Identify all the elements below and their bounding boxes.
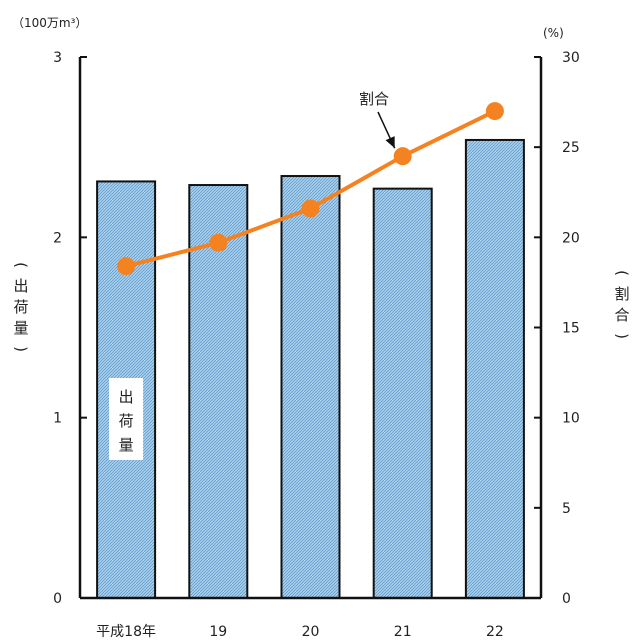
bar-2	[280, 175, 341, 600]
ratio-point-0	[117, 257, 136, 276]
line-label: 割合	[359, 90, 389, 108]
right-axis-label-char: (	[613, 270, 631, 276]
bar-3	[372, 187, 433, 599]
bar-label-char: 出	[119, 388, 134, 406]
right-axis-label-char: 割	[614, 285, 629, 303]
right-tick-label: 5	[562, 501, 571, 517]
x-tick-label: 20	[302, 624, 320, 640]
left-axis-label-char: 量	[13, 319, 28, 337]
ratio-point-4	[485, 102, 504, 121]
left-tick-label: 2	[53, 230, 62, 246]
arrow-head	[385, 136, 395, 149]
left-axis-label-char: 荷	[13, 298, 28, 316]
left-axis-unit: （100万m³）	[12, 16, 87, 30]
right-tick-label: 0	[562, 591, 571, 607]
right-axis-label-char: 合	[614, 306, 629, 324]
bar-4	[464, 138, 525, 599]
right-tick-label: 25	[562, 140, 580, 156]
bar-label-char: 量	[119, 436, 134, 454]
x-tick-label: 22	[486, 624, 504, 640]
bar-label-char: 荷	[119, 412, 134, 430]
right-tick-label: 10	[562, 411, 580, 427]
left-tick-label: 0	[53, 591, 62, 607]
x-tick-label: 平成18年	[96, 624, 156, 640]
right-tick-label: 15	[562, 321, 580, 337]
left-tick-label: 1	[53, 411, 62, 427]
left-axis-label-char: 出	[13, 277, 28, 295]
right-tick-label: 30	[562, 50, 580, 66]
bar-label-box	[109, 378, 144, 460]
right-tick-label: 20	[562, 230, 580, 246]
right-axis-label-char: )	[613, 333, 631, 339]
left-tick-label: 3	[53, 50, 62, 66]
left-axis-label-char: (	[12, 262, 30, 268]
ratio-point-1	[209, 233, 228, 252]
x-tick-label: 21	[394, 624, 412, 640]
x-tick-label: 19	[209, 624, 227, 640]
left-axis-label-char: )	[12, 346, 30, 352]
ratio-point-2	[301, 199, 320, 218]
right-axis-unit: (%)	[543, 26, 564, 40]
bar-1	[188, 184, 249, 600]
ratio-point-3	[393, 147, 412, 166]
